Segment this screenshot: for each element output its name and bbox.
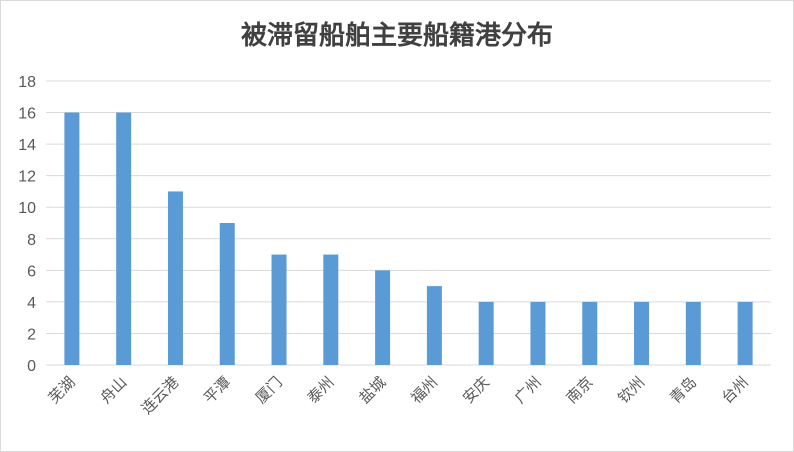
x-tick-label: 南京 bbox=[563, 373, 597, 407]
bar bbox=[375, 270, 391, 365]
bar bbox=[116, 112, 132, 365]
y-tick-label: 0 bbox=[27, 358, 36, 375]
bar bbox=[64, 112, 80, 365]
bar bbox=[634, 301, 650, 365]
y-tick-label: 18 bbox=[18, 74, 36, 91]
x-tick-label: 盐城 bbox=[355, 373, 389, 407]
y-tick-label: 14 bbox=[18, 137, 36, 154]
x-tick-label: 平潭 bbox=[200, 373, 234, 407]
bar bbox=[271, 254, 287, 365]
x-tick-label: 广州 bbox=[511, 373, 545, 407]
bar bbox=[167, 191, 183, 365]
y-tick-label: 16 bbox=[18, 106, 36, 123]
x-tick-label: 安庆 bbox=[459, 373, 493, 407]
x-tick-label: 钦州 bbox=[614, 373, 648, 407]
bar bbox=[737, 301, 753, 365]
y-tick-label: 6 bbox=[27, 263, 36, 280]
y-tick-label: 8 bbox=[27, 232, 36, 249]
x-tick-label: 福州 bbox=[407, 373, 441, 407]
y-tick-label: 4 bbox=[27, 295, 36, 312]
bar bbox=[426, 286, 442, 365]
x-tick-label: 舟山 bbox=[97, 373, 131, 407]
x-tick-label: 厦门 bbox=[252, 373, 286, 407]
bar bbox=[685, 301, 701, 365]
x-tick-label: 泰州 bbox=[304, 373, 338, 407]
x-tick-label: 连云港 bbox=[138, 373, 183, 418]
x-tick-label: 芜湖 bbox=[45, 373, 79, 407]
y-tick-label: 10 bbox=[18, 200, 36, 217]
y-tick-label: 2 bbox=[27, 326, 36, 343]
x-tick-label: 青岛 bbox=[666, 373, 700, 407]
bar bbox=[323, 254, 339, 365]
bar bbox=[582, 301, 598, 365]
bar bbox=[478, 301, 494, 365]
chart-title: 被滞留船舶主要船籍港分布 bbox=[240, 21, 553, 51]
y-tick-label: 12 bbox=[18, 169, 36, 186]
bar bbox=[530, 301, 546, 365]
bar bbox=[219, 223, 235, 365]
x-tick-label: 台州 bbox=[718, 373, 752, 407]
